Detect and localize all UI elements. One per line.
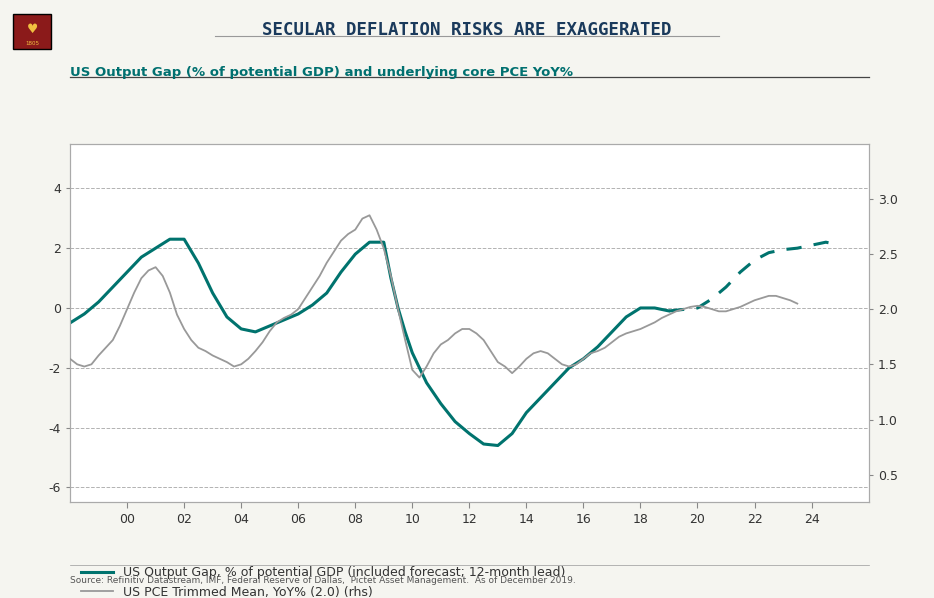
- Text: Source: Refinitiv Datastream, IMF, Federal Reserve of Dallas,  Pictet Asset Mana: Source: Refinitiv Datastream, IMF, Feder…: [70, 576, 575, 585]
- Text: 1805: 1805: [25, 41, 39, 46]
- FancyBboxPatch shape: [13, 14, 51, 49]
- Text: SECULAR DEFLATION RISKS ARE EXAGGERATED: SECULAR DEFLATION RISKS ARE EXAGGERATED: [262, 21, 672, 39]
- Text: ♥: ♥: [26, 23, 38, 36]
- Legend: US Output Gap, % of potential GDP (included forecast; 12-month lead), US PCE Tri: US Output Gap, % of potential GDP (inclu…: [77, 562, 570, 598]
- Text: US Output Gap (% of potential GDP) and underlying core PCE YoY%: US Output Gap (% of potential GDP) and u…: [70, 66, 573, 79]
